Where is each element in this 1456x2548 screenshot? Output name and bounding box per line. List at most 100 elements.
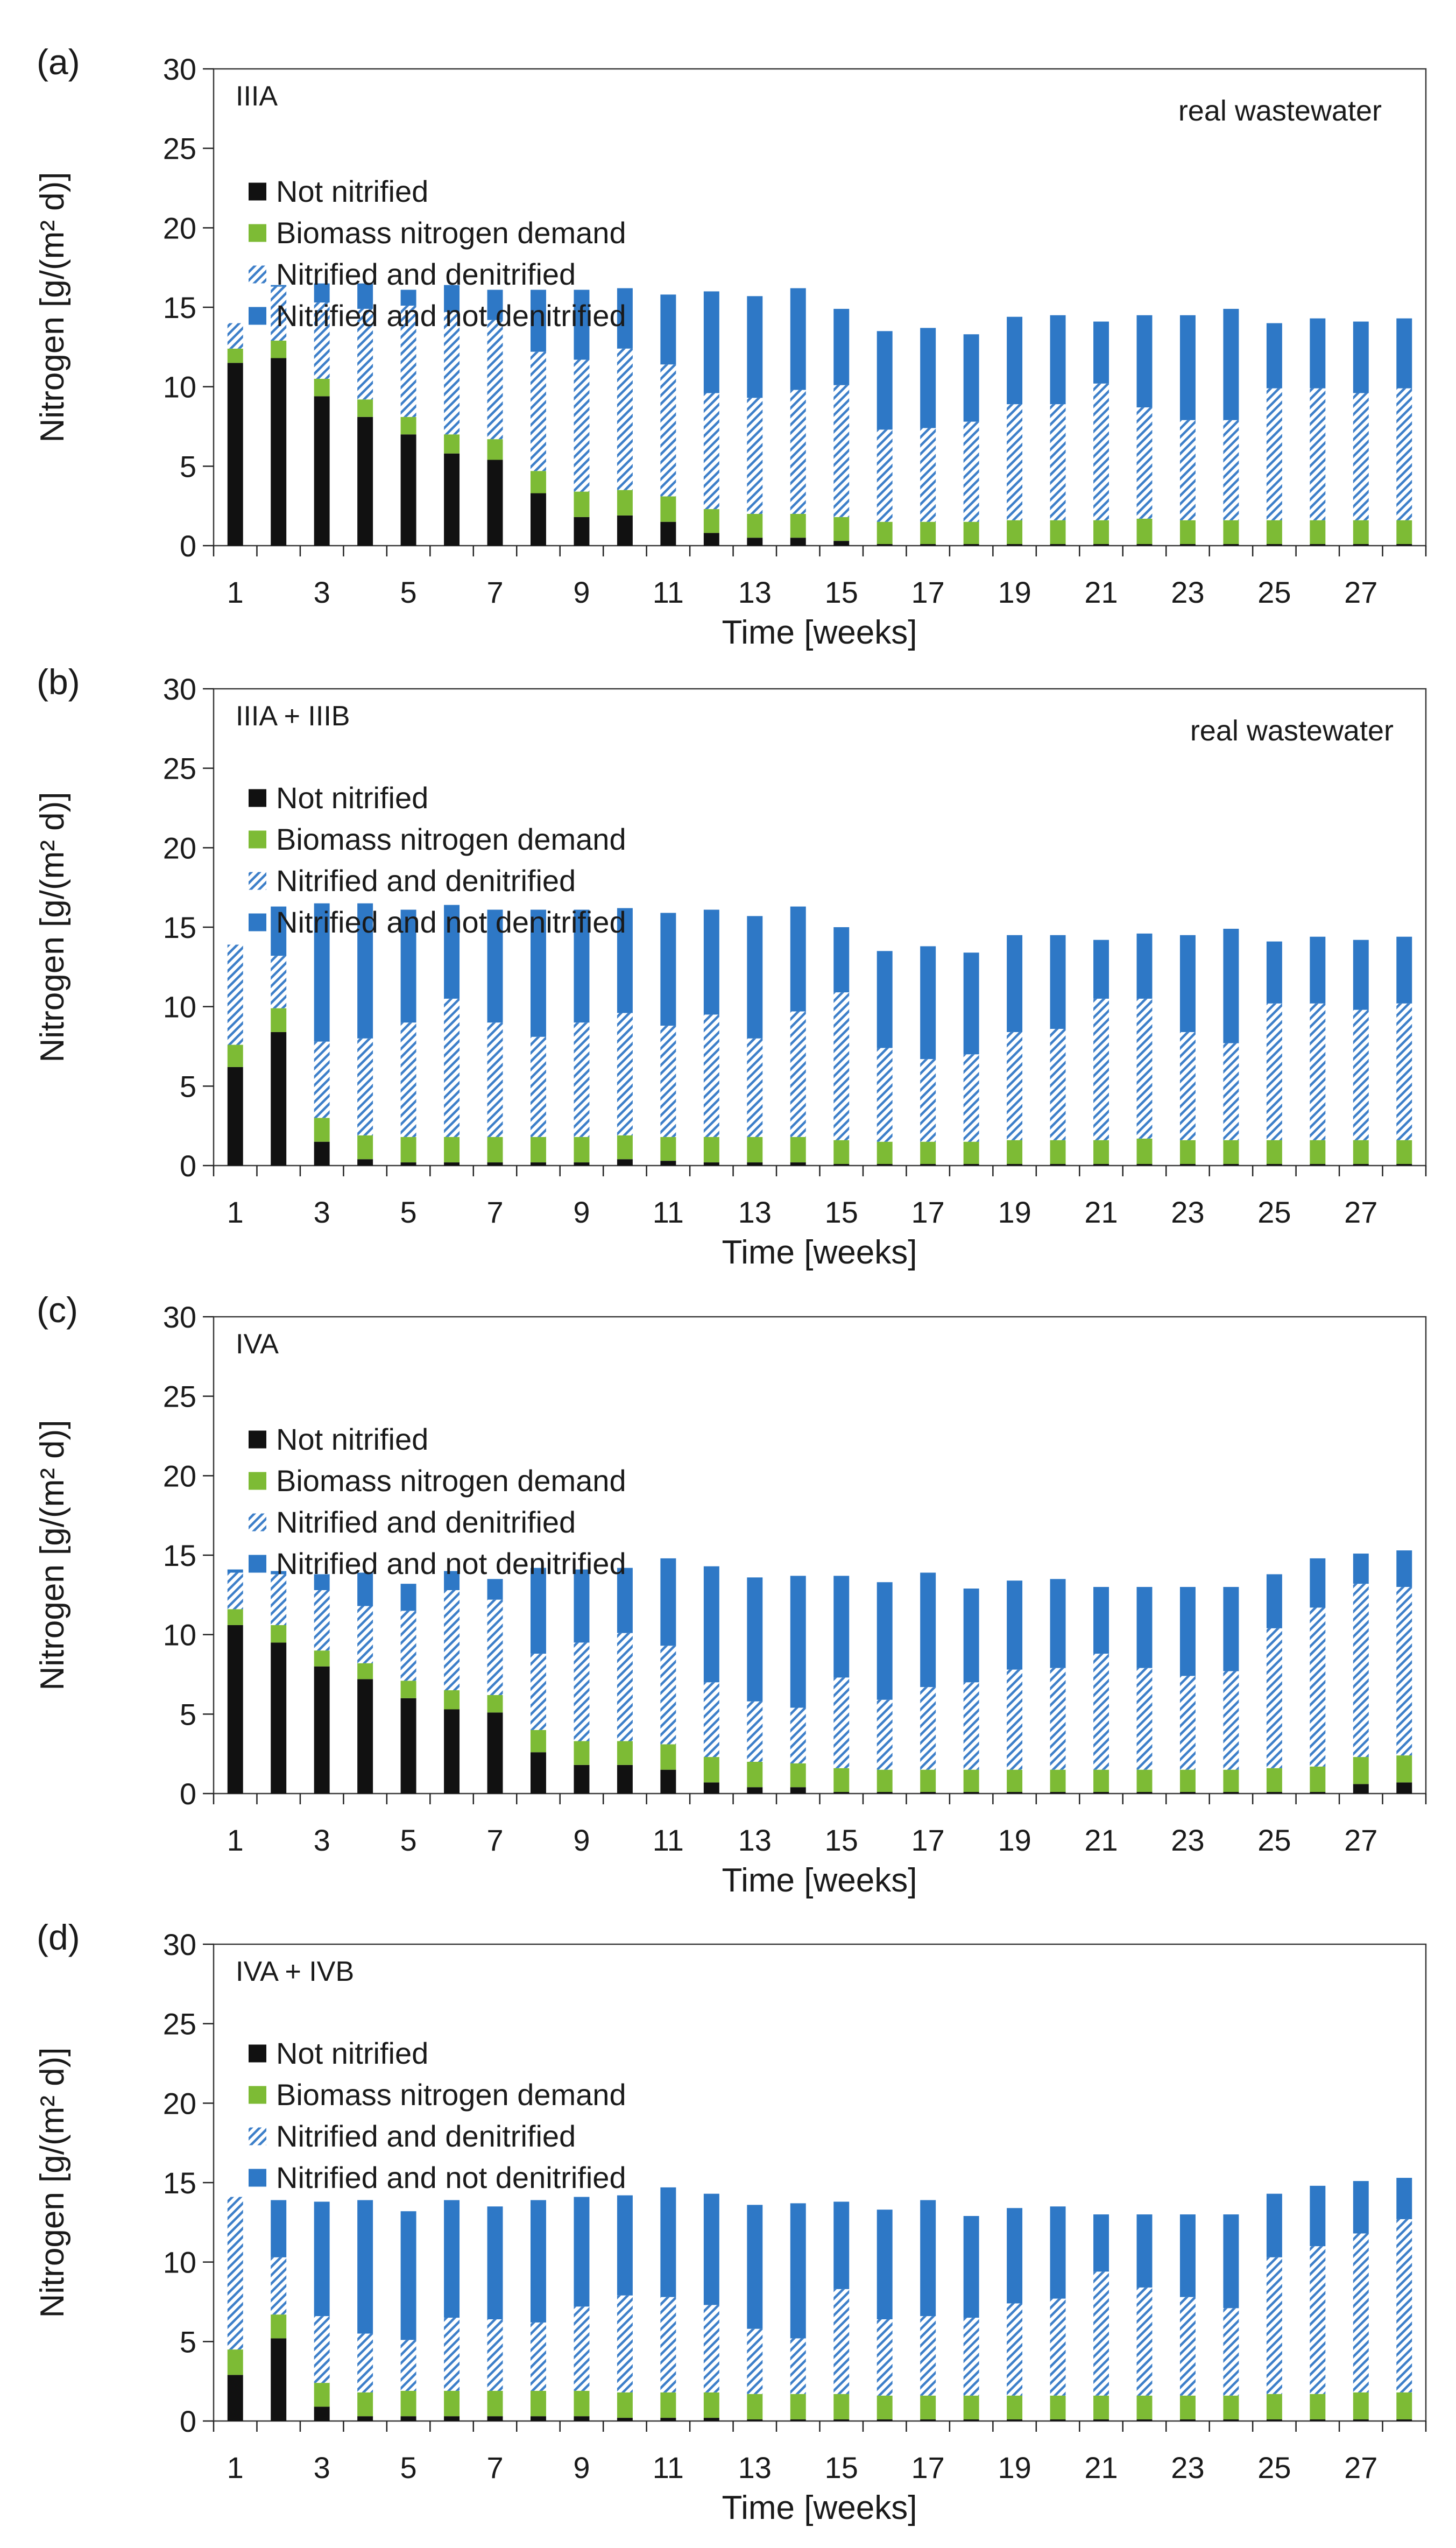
bar-not-nitrified xyxy=(1050,1164,1066,1166)
bar-not-nitrified xyxy=(1007,544,1023,546)
bar-biomass-demand xyxy=(790,1137,806,1163)
legend-label-biomass-demand: Biomass nitrogen demand xyxy=(276,1464,626,1498)
bar-not-nitrified xyxy=(487,1162,503,1166)
y-tick-label: 20 xyxy=(163,1459,196,1493)
bar-not-nitrified xyxy=(920,1164,936,1166)
x-tick-label: 5 xyxy=(400,1823,417,1857)
bar-nitrified-denitrified xyxy=(747,1701,763,1762)
x-tick-label: 27 xyxy=(1344,2451,1377,2485)
bar-nitrified-not-denitrified xyxy=(963,1589,979,1683)
x-tick-label: 1 xyxy=(227,2451,244,2485)
legend-swatch-nitrified-not-denitrified xyxy=(249,307,266,325)
bar-nitrified-not-denitrified xyxy=(357,903,373,1039)
y-tick-label: 25 xyxy=(163,1380,196,1414)
bar-nitrified-denitrified xyxy=(1266,2257,1282,2394)
bar-biomass-demand xyxy=(487,1137,503,1163)
x-tick-label: 13 xyxy=(738,575,772,609)
bar-not-nitrified xyxy=(314,1141,330,1166)
bar-not-nitrified xyxy=(530,2416,546,2421)
x-tick-label: 19 xyxy=(998,1195,1031,1229)
bar-not-nitrified xyxy=(617,515,633,546)
bar-nitrified-not-denitrified xyxy=(1136,315,1153,408)
bar-biomass-demand xyxy=(1396,1140,1412,1164)
bar-nitrified-not-denitrified xyxy=(1050,2206,1066,2299)
legend-swatch-nitrified-denitrified xyxy=(249,872,266,890)
y-axis-label: Nitrogen [g/(m² d)] xyxy=(34,1420,71,1690)
bar-not-nitrified xyxy=(1136,1164,1153,1166)
bar-nitrified-denitrified xyxy=(1136,998,1153,1139)
bar-nitrified-not-denitrified xyxy=(1136,1587,1153,1668)
bar-biomass-demand xyxy=(227,1044,243,1067)
bar-nitrified-not-denitrified xyxy=(400,290,416,306)
bar-nitrified-denitrified xyxy=(1223,1043,1239,1140)
annotation: real wastewater xyxy=(1178,95,1382,127)
legend-swatch-nitrified-not-denitrified xyxy=(249,913,266,931)
bar-nitrified-not-denitrified xyxy=(617,288,633,349)
y-tick-label: 30 xyxy=(163,52,196,86)
bar-nitrified-not-denitrified xyxy=(703,291,719,393)
bar-not-nitrified xyxy=(747,538,763,546)
bar-not-nitrified xyxy=(1007,1792,1023,1794)
bar-not-nitrified xyxy=(1266,1792,1282,1794)
bar-biomass-demand xyxy=(617,2392,633,2418)
bar-biomass-demand xyxy=(357,1135,373,1160)
bar-nitrified-not-denitrified xyxy=(574,290,590,360)
bar-biomass-demand xyxy=(271,2314,287,2339)
bar-not-nitrified xyxy=(963,2419,979,2421)
bar-nitrified-denitrified xyxy=(833,992,850,1140)
legend-swatch-nitrified-not-denitrified xyxy=(249,1555,266,1573)
x-tick-label: 7 xyxy=(486,2451,503,2485)
bar-biomass-demand xyxy=(790,513,806,538)
bar-nitrified-not-denitrified xyxy=(1266,323,1282,389)
bar-biomass-demand xyxy=(1179,1769,1196,1792)
bar-not-nitrified xyxy=(1310,2419,1326,2421)
x-tick-label: 11 xyxy=(653,1195,684,1229)
bar-biomass-demand xyxy=(1353,1140,1369,1164)
legend-label-biomass-demand: Biomass nitrogen demand xyxy=(276,822,626,856)
bar-not-nitrified xyxy=(790,2419,806,2421)
panel-label: (d) xyxy=(37,1917,80,1957)
bar-not-nitrified xyxy=(1179,1792,1196,1794)
bar-nitrified-not-denitrified xyxy=(1179,935,1196,1032)
legend-swatch-not-nitrified xyxy=(249,1430,266,1449)
bar-nitrified-not-denitrified xyxy=(1396,1550,1412,1587)
x-tick-label: 13 xyxy=(738,1823,772,1857)
bar-biomass-demand xyxy=(487,1695,503,1713)
bar-nitrified-not-denitrified xyxy=(487,1579,503,1600)
bar-not-nitrified xyxy=(660,1769,676,1794)
bar-biomass-demand xyxy=(574,1741,590,1765)
bar-not-nitrified xyxy=(790,1162,806,1166)
bar-nitrified-denitrified xyxy=(357,2333,373,2392)
bar-nitrified-denitrified xyxy=(530,1036,546,1137)
bar-biomass-demand xyxy=(747,513,763,538)
bar-biomass-demand xyxy=(1136,1138,1153,1164)
bar-nitrified-denitrified xyxy=(1396,388,1412,520)
legend-label-nitrified-not-denitrified: Nitrified and not denitrified xyxy=(276,1547,626,1580)
bar-nitrified-not-denitrified xyxy=(920,328,936,428)
bar-nitrified-denitrified xyxy=(487,1599,503,1695)
bar-nitrified-not-denitrified xyxy=(833,1576,850,1678)
bar-biomass-demand xyxy=(1007,2395,1023,2420)
bar-not-nitrified xyxy=(747,1787,763,1794)
bar-nitrified-denitrified xyxy=(357,1038,373,1135)
bar-not-nitrified xyxy=(400,434,416,546)
bar-not-nitrified xyxy=(1093,2419,1109,2421)
bar-nitrified-denitrified xyxy=(1050,2298,1066,2396)
bar-biomass-demand xyxy=(487,2390,503,2417)
bar-not-nitrified xyxy=(1353,1784,1369,1794)
bar-biomass-demand xyxy=(660,1744,676,1770)
bar-not-nitrified xyxy=(444,2416,460,2421)
x-tick-label: 23 xyxy=(1171,1823,1204,1857)
bar-nitrified-denitrified xyxy=(1007,1032,1023,1140)
bar-biomass-demand xyxy=(271,1625,287,1643)
bar-nitrified-denitrified xyxy=(1266,1628,1282,1768)
bar-biomass-demand xyxy=(877,1141,893,1164)
bar-not-nitrified xyxy=(747,1162,763,1166)
bar-nitrified-not-denitrified xyxy=(1310,318,1326,389)
bar-nitrified-denitrified xyxy=(1223,1671,1239,1770)
x-tick-label: 17 xyxy=(911,1823,945,1857)
bar-nitrified-not-denitrified xyxy=(1007,935,1023,1032)
y-axis-label: Nitrogen [g/(m² d)] xyxy=(34,172,71,442)
bar-nitrified-denitrified xyxy=(1136,407,1153,519)
x-tick-label: 5 xyxy=(400,2451,417,2485)
